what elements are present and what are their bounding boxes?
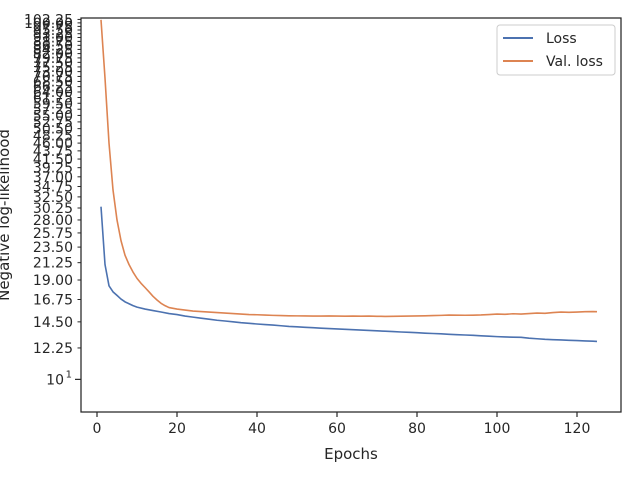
series-line-loss — [100, 206, 598, 343]
y-tick-label: 88.75 — [33, 34, 73, 50]
y-tick-label: 14.50 — [33, 315, 73, 331]
y-tick-label: 25.75 — [33, 226, 73, 242]
y-tick-label: 95.50 — [33, 23, 73, 39]
x-tick-label: 0 — [93, 421, 102, 437]
y-tick-label: 91.00 — [33, 30, 73, 46]
y-tick-label: 55.00 — [33, 108, 73, 124]
legend-label-val-loss: Val. loss — [546, 54, 603, 70]
y-tick-label: 82.00 — [33, 47, 73, 63]
y-axis-label: Negative log-likelihood — [0, 129, 13, 301]
y-tick-label: 61.75 — [33, 91, 73, 107]
y-tick-label: 41.50 — [33, 152, 73, 168]
y-major-tick-base: 10 — [46, 372, 64, 388]
series-layer — [100, 19, 598, 343]
x-tick-label: 60 — [328, 421, 346, 437]
y-tick-label: 84.25 — [33, 42, 73, 58]
x-tick-label: 20 — [168, 421, 186, 437]
x-axis-label: Epochs — [324, 445, 378, 463]
y-tick-label: 100.00 — [24, 16, 73, 32]
y-tick-label: 23.50 — [33, 240, 73, 256]
plot-frame — [80, 17, 622, 413]
y-major-tick-exponent: 1 — [66, 369, 72, 380]
y-tick-label: 97.75 — [33, 19, 73, 35]
y-tick-label: 93.25 — [33, 27, 73, 43]
y-tick-label: 75.25 — [33, 60, 73, 76]
y-tick-label: 39.25 — [33, 161, 73, 177]
legend-label-loss: Loss — [546, 31, 577, 47]
y-tick-label: 21.25 — [33, 256, 73, 272]
x-tick-label: 100 — [484, 421, 511, 437]
x-tick-label: 40 — [248, 421, 266, 437]
x-axis: 0 20 40 60 80 100 120 — [93, 412, 591, 437]
y-tick-label: 48.25 — [33, 129, 73, 145]
y-tick-label: 28.00 — [33, 213, 73, 229]
y-tick-label: 19.00 — [33, 273, 73, 289]
y-tick-label: 59.50 — [33, 96, 73, 112]
y-tick-label: 32.50 — [33, 190, 73, 206]
series-line-val-loss — [100, 19, 598, 318]
y-tick-label: 68.50 — [33, 74, 73, 90]
y-axis: 12.25 14.50 16.75 19.0021.2523.5025.7528.00… — [24, 12, 81, 388]
y-tick-label: 50.50 — [33, 122, 73, 138]
y-tick-label: 34.75 — [33, 180, 73, 196]
y-tick-label: 57.25 — [33, 102, 73, 118]
y-tick-label: 73.00 — [33, 65, 73, 81]
y-tick-label: 66.25 — [33, 80, 73, 96]
y-tick-label: 52.75 — [33, 115, 73, 131]
y-tick-label: 46.00 — [33, 136, 73, 152]
y-tick-label: 64.00 — [33, 85, 73, 101]
y-tick-label: 86.50 — [33, 38, 73, 54]
x-tick-label: 120 — [564, 421, 591, 437]
y-tick-label: 70.75 — [33, 69, 73, 85]
plot-background — [81, 18, 621, 412]
y-tick-label: 79.75 — [33, 51, 73, 67]
y-tick-label: 16.75 — [33, 293, 73, 309]
y-tick-label: 30.25 — [33, 201, 73, 217]
y-tick-label: 102.25 — [24, 12, 73, 28]
y-tick-label: 77.50 — [33, 55, 73, 71]
y-tick-label: 37.00 — [33, 170, 73, 186]
legend: Loss Val. loss — [496, 24, 616, 76]
y-tick-label: 43.75 — [33, 144, 73, 160]
x-tick-label: 80 — [408, 421, 426, 437]
y-major-tick-label: 10 — [46, 372, 64, 388]
y-tick-label: 12.25 — [33, 341, 73, 357]
